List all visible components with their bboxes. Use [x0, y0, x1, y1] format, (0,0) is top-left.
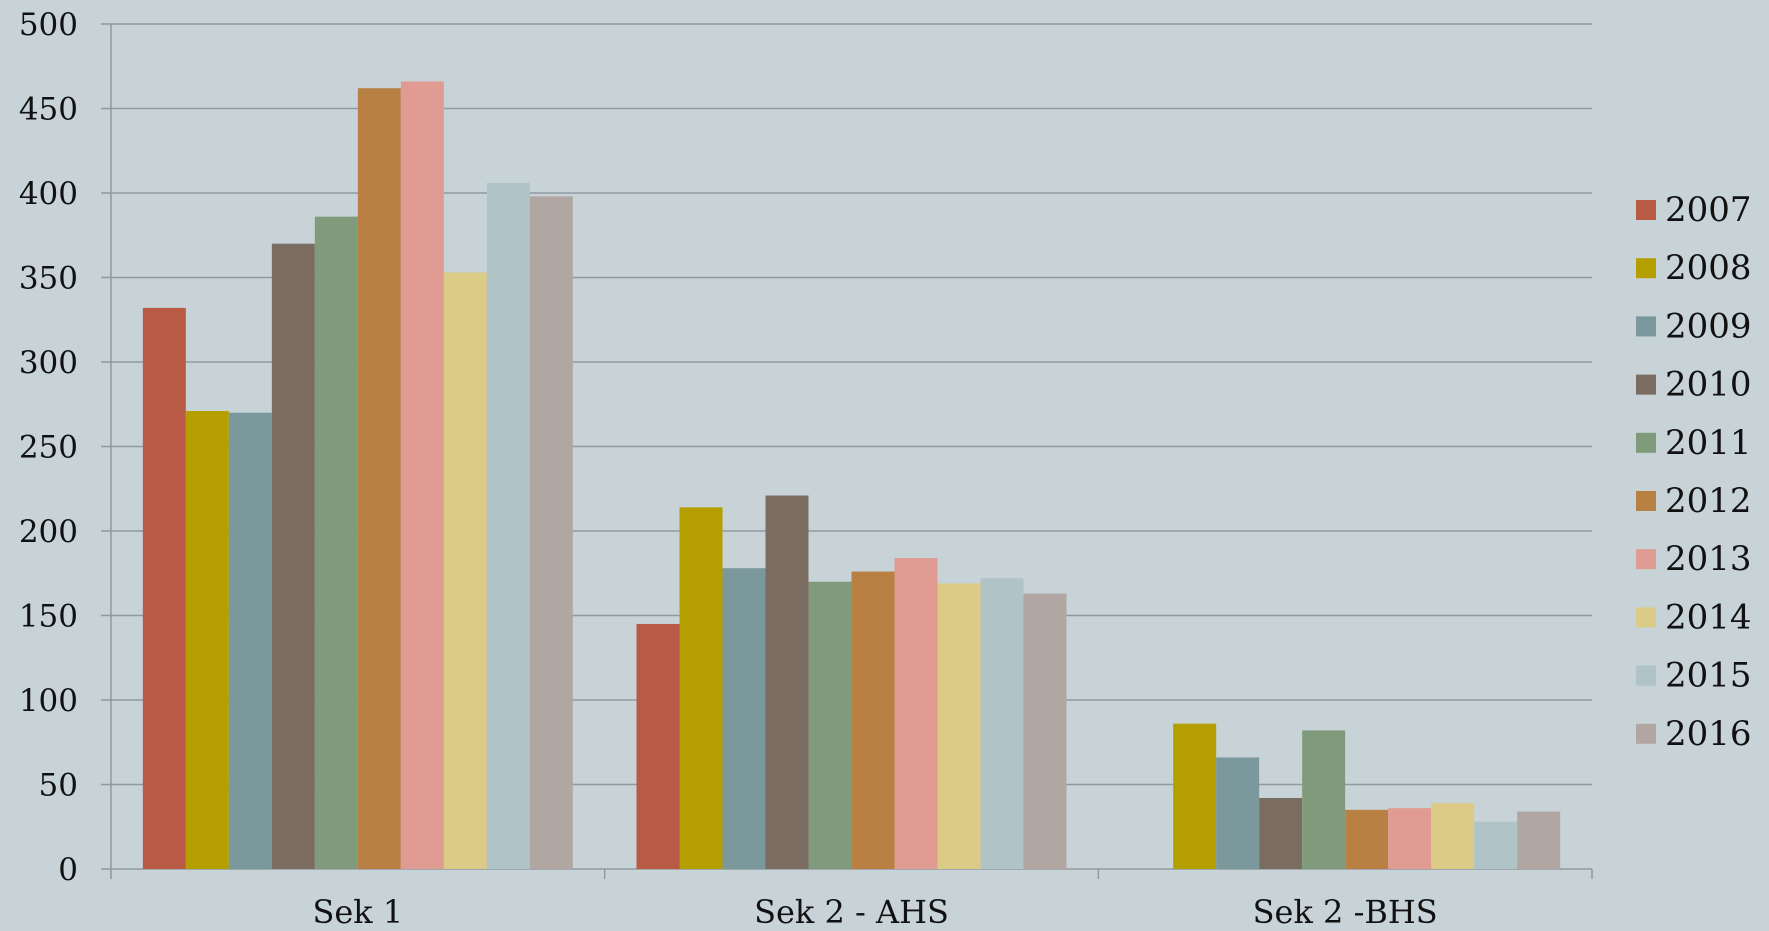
legend-label-2008: 2008	[1665, 248, 1752, 288]
legend-swatch-2014	[1636, 607, 1656, 628]
bar-2013-1	[894, 558, 938, 869]
bars	[142, 81, 1561, 870]
bar-2011-2	[1302, 730, 1346, 869]
legend-swatch-2016	[1636, 723, 1656, 744]
legend-swatch-2010	[1636, 374, 1656, 395]
legend-swatch-2008	[1636, 258, 1656, 279]
bar-2011-0	[314, 216, 358, 869]
bar-2016-1	[1023, 593, 1067, 869]
y-tick-label: 250	[19, 430, 78, 466]
bar-2010-0	[271, 243, 315, 869]
legend-swatch-2011	[1636, 432, 1656, 453]
y-tick-label: 150	[19, 599, 78, 635]
legend-label-2009: 2009	[1665, 306, 1752, 346]
legend-label-2015: 2015	[1665, 656, 1752, 696]
x-category-label: Sek 1	[312, 893, 403, 931]
legend-label-2012: 2012	[1665, 481, 1752, 521]
bar-2015-1	[980, 578, 1024, 869]
legend-label-2010: 2010	[1665, 365, 1752, 405]
bar-2009-0	[228, 412, 272, 869]
bar-2013-2	[1388, 808, 1432, 869]
y-tick-label: 300	[19, 345, 78, 381]
y-tick-label: 0	[58, 852, 78, 888]
bar-2012-0	[357, 88, 401, 870]
bar-2015-0	[486, 182, 530, 870]
y-tick-label: 200	[19, 514, 78, 550]
bar-2007-0	[142, 307, 186, 869]
legend-swatch-2012	[1636, 491, 1656, 511]
bar-2014-1	[937, 583, 981, 869]
bar-2010-2	[1259, 798, 1303, 869]
bar-2007-1	[636, 623, 680, 869]
bar-2012-2	[1345, 809, 1389, 869]
y-tick-label: 100	[19, 683, 78, 719]
bar-2008-0	[185, 411, 229, 869]
legend-label-2007: 2007	[1665, 190, 1752, 230]
axis-labels: 0 50 100 150 200 250 300 350 400 450 500 Sek 1 Sek 2…	[19, 7, 1438, 931]
bar-2008-2	[1173, 723, 1217, 869]
bar-2014-2	[1431, 803, 1475, 869]
bar-2016-2	[1517, 811, 1561, 869]
y-tick-label: 500	[19, 7, 78, 43]
y-tick-label: 400	[19, 176, 78, 212]
bar-2012-1	[851, 571, 895, 869]
bar-2009-1	[722, 568, 766, 869]
bar-2013-0	[400, 81, 444, 869]
legend-swatch-2009	[1636, 316, 1656, 337]
x-category-label: Sek 2 - AHS	[754, 893, 949, 931]
legend-swatch-2007	[1636, 200, 1656, 220]
legend-label-2013: 2013	[1665, 539, 1752, 579]
x-category-label: Sek 2 -BHS	[1253, 893, 1438, 931]
y-tick-label: 50	[39, 768, 78, 804]
legend-label-2014: 2014	[1665, 597, 1752, 637]
legend-label-2016: 2016	[1665, 714, 1752, 754]
y-tick-label: 450	[19, 92, 78, 128]
legend-swatch-2015	[1636, 665, 1656, 686]
legend: 2007 2008 2009 2010 2011 2012 2013 2014 2015 2016	[1636, 190, 1752, 754]
bar-2016-0	[529, 196, 573, 869]
bar-2011-1	[808, 581, 852, 869]
legend-label-2011: 2011	[1665, 423, 1752, 463]
bar-2008-1	[679, 507, 723, 869]
bar-2009-2	[1216, 757, 1260, 869]
legend-swatch-2013	[1636, 549, 1656, 570]
y-tick-label: 350	[19, 261, 78, 297]
bar-2010-1	[765, 495, 809, 869]
bar-2014-0	[443, 272, 487, 869]
bar-2015-2	[1474, 821, 1518, 869]
